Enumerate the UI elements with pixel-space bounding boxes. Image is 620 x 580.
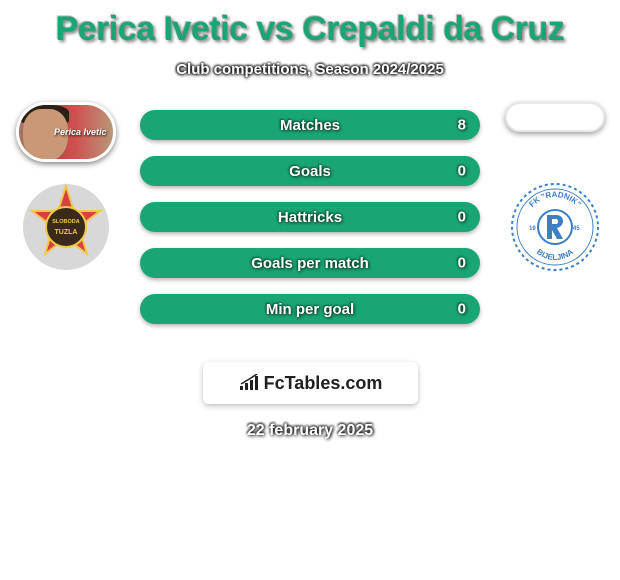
player-left-column: Perica Ivetic SLOBODA TUZLA (8, 102, 123, 272)
stat-bar-goals: Goals 0 (140, 156, 480, 186)
stat-label: Matches (280, 117, 340, 134)
stat-label: Hattricks (278, 209, 342, 226)
brand-badge: FcTables.com (203, 362, 418, 404)
stat-label: Goals (289, 163, 331, 180)
stat-value-right: 0 (458, 209, 466, 226)
stat-label: Min per goal (266, 301, 354, 318)
player-left-name-overlay: Perica Ivetic (54, 127, 107, 137)
stat-label: Goals per match (251, 255, 369, 272)
footer-area: FcTables.com 22 february 2025 (0, 362, 620, 440)
svg-text:19: 19 (529, 226, 536, 232)
footer-date: 22 february 2025 (247, 422, 373, 440)
stat-value-right: 0 (458, 301, 466, 318)
svg-text:SLOBODA: SLOBODA (52, 219, 80, 225)
club-right-badge: FK "RADNIK" BIJELJINA 19 45 (505, 182, 605, 272)
stat-value-right: 8 (458, 117, 466, 134)
svg-text:45: 45 (573, 226, 580, 232)
main-area: Perica Ivetic SLOBODA TUZLA (0, 110, 620, 340)
player-left-photo: Perica Ivetic (16, 102, 116, 162)
club-right-badge-svg: FK "RADNIK" BIJELJINA 19 45 (505, 182, 605, 272)
stat-value-right: 0 (458, 255, 466, 272)
stat-bar-matches: Matches 8 (140, 110, 480, 140)
subtitle: Club competitions, Season 2024/2025 (0, 61, 620, 78)
comparison-card: Perica Ivetic vs Crepaldi da Cruz Club c… (0, 0, 620, 450)
stat-bar-goals-per-match: Goals per match 0 (140, 248, 480, 278)
player-right-photo (505, 102, 605, 132)
page-title: Perica Ivetic vs Crepaldi da Cruz (0, 5, 620, 49)
brand-text: FcTables.com (264, 373, 383, 394)
player-right-column: FK "RADNIK" BIJELJINA 19 45 (497, 102, 612, 272)
stat-bar-hattricks: Hattricks 0 (140, 202, 480, 232)
club-left-badge-svg: SLOBODA TUZLA (16, 182, 116, 272)
stat-bar-min-per-goal: Min per goal 0 (140, 294, 480, 324)
stat-value-right: 0 (458, 163, 466, 180)
stat-rows: Matches 8 Goals 0 Hattricks 0 Goals per … (140, 110, 480, 324)
club-left-badge: SLOBODA TUZLA (16, 182, 116, 272)
svg-text:TUZLA: TUZLA (54, 229, 77, 236)
chart-icon (238, 374, 260, 392)
